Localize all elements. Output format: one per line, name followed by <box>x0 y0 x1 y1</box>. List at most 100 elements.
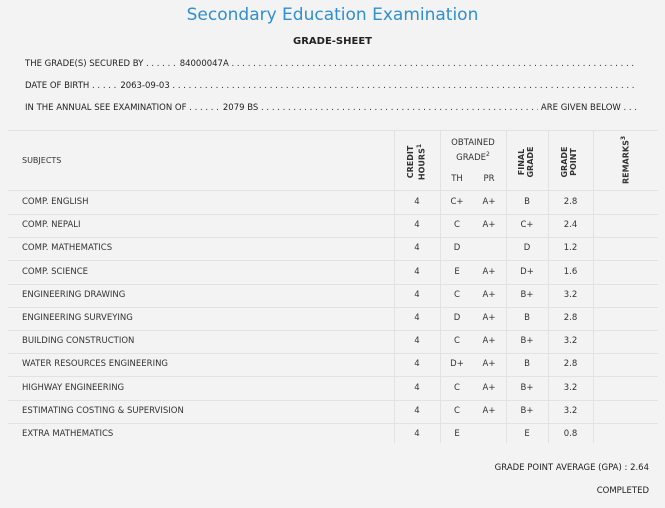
grade-point-cell: 2.8 <box>563 197 578 207</box>
th-grade-cell: D <box>453 243 461 254</box>
subject-cell: WATER RESOURCES ENGINEERING <box>22 359 169 370</box>
final-grade-cell: B <box>524 197 530 207</box>
point-line1: GRADE <box>560 146 569 178</box>
subject-cell: EXTRA MATHEMATICS <box>22 429 114 439</box>
leader-dots: . . . . . . . . . . . . . . . . . . . . … <box>172 81 637 91</box>
exam-year: 2079 BS <box>222 103 259 113</box>
grade-point-cell: 2.8 <box>563 313 578 323</box>
point-line2: POINT <box>569 148 578 176</box>
subject-cell: ESTIMATING COSTING & SUPERVISION <box>22 405 184 416</box>
subject-cell: COMP. MATHEMATICS <box>22 243 113 254</box>
leader-dots: . . . . . . . . . . . . . . . . . . . . … <box>261 103 637 113</box>
grade-sheet-heading: GRADE-SHEET <box>293 36 372 47</box>
grade-point-cell: 2.8 <box>563 359 578 370</box>
gpa-label: GRADE POINT AVERAGE (GPA) : <box>494 463 628 473</box>
final-grade-cell: D <box>523 243 531 254</box>
obtained-line1: OBTAINED <box>451 138 495 148</box>
obtained-line2: GRADE <box>456 152 487 163</box>
grade-point-cell: 3.2 <box>563 336 578 347</box>
pr-grade-cell: A+ <box>482 266 496 277</box>
status-label: COMPLETED <box>596 486 649 496</box>
pr-grade-cell: A+ <box>482 382 496 393</box>
final-grade-cell: B+ <box>520 336 534 347</box>
gpa-value: 2.64 <box>630 463 649 473</box>
row-divider <box>8 283 658 285</box>
subject-cell: ENGINEERING SURVEYING <box>22 313 133 323</box>
grade-point-cell: 3.2 <box>563 382 578 393</box>
row-divider <box>8 214 658 215</box>
row-divider <box>8 330 658 331</box>
grades-secured-line: THE GRADE(S) SECURED BY . . . . . . 84000… <box>25 57 637 71</box>
leader-dots: . . . . . . . . . . . . . . . . . . . . … <box>231 59 637 69</box>
exam-tail: ARE GIVEN BELOW . . . <box>537 101 637 115</box>
subject-cell: COMP. NEPALI <box>22 220 81 231</box>
pr-grade-cell: A+ <box>482 405 496 416</box>
final-grade-cell: B <box>524 359 530 370</box>
grade-point-cell: 3.2 <box>563 405 578 416</box>
subject-cell: HIGHWAY ENGINEERING <box>22 382 125 393</box>
grade-point-header: GRADE POINT <box>560 138 580 186</box>
pr-grade-cell: A+ <box>482 313 496 323</box>
remarks-sup: 3 <box>620 135 627 141</box>
gpa-line: GRADE POINT AVERAGE (GPA) : 2.64 <box>495 463 649 473</box>
final-grade-cell: B <box>524 313 530 323</box>
credit-cell: 4 <box>414 359 420 370</box>
dob-label: DATE OF BIRTH . . . . . <box>25 81 117 91</box>
th-grade-cell: C <box>454 405 460 416</box>
credit-hours-header: CREDIT HOURS1 <box>406 138 427 186</box>
pr-header: PR <box>483 174 495 184</box>
credit-line2-wrap: HOURS1 <box>415 138 427 186</box>
remarks-label: REMARKS <box>621 140 631 185</box>
final-grade-header: FINAL GRADE <box>517 138 537 186</box>
grade-point-cell: 1.6 <box>563 266 578 277</box>
final-grade-cell: B+ <box>520 289 534 300</box>
credit-cell: 4 <box>414 289 420 300</box>
exam-label: IN THE ANNUAL SEE EXAMINATION OF . . . .… <box>25 103 219 113</box>
credit-cell: 4 <box>414 220 420 231</box>
credit-sup: 1 <box>416 143 423 149</box>
grades-secured-label: THE GRADE(S) SECURED BY . . . . . . <box>25 59 176 69</box>
row-divider <box>8 422 658 424</box>
th-grade-cell: E <box>454 266 460 277</box>
pr-grade-cell: A+ <box>482 336 496 347</box>
pr-grade-cell: A+ <box>482 359 496 370</box>
exam-line: IN THE ANNUAL SEE EXAMINATION OF . . . .… <box>25 101 637 115</box>
credit-cell: 4 <box>414 429 420 439</box>
credit-cell: 4 <box>414 313 420 323</box>
final-line2: GRADE <box>526 146 535 178</box>
grade-point-cell: 0.8 <box>563 429 578 439</box>
th-grade-cell: C <box>454 289 460 300</box>
credit-line1: CREDIT <box>406 145 415 179</box>
subject-cell: ENGINEERING DRAWING <box>22 289 126 300</box>
row-divider <box>8 353 658 355</box>
grade-point-cell: 1.2 <box>563 243 578 254</box>
final-line1: FINAL <box>517 148 526 176</box>
row-divider <box>8 237 658 239</box>
obtained-line2-wrap: GRADE2 <box>442 149 504 164</box>
credit-line2: HOURS <box>417 148 427 181</box>
th-grade-cell: C <box>454 220 460 231</box>
final-grade-cell: C+ <box>520 220 534 231</box>
th-grade-cell: C <box>454 336 460 347</box>
grade-point-cell: 3.2 <box>563 289 578 300</box>
remarks-header: REMARKS3 <box>619 132 631 188</box>
th-header: TH <box>451 174 463 184</box>
row-divider <box>8 399 658 401</box>
subject-cell: BUILDING CONSTRUCTION <box>22 336 135 347</box>
obtained-sup: 2 <box>486 151 490 158</box>
pr-grade-cell: A+ <box>482 220 496 231</box>
final-grade-cell: E <box>524 429 530 439</box>
credit-cell: 4 <box>414 266 420 277</box>
th-grade-cell: C <box>454 382 460 393</box>
th-grade-cell: E <box>454 429 460 439</box>
th-grade-cell: D+ <box>450 359 464 370</box>
final-grade-cell: B+ <box>520 382 534 393</box>
dob-value: 2063-09-03 <box>120 81 170 91</box>
final-grade-cell: D+ <box>520 266 534 277</box>
subject-cell: COMP. SCIENCE <box>22 266 89 277</box>
pr-grade-cell: A+ <box>482 197 496 207</box>
row-divider <box>8 306 658 308</box>
pr-grade-cell: A+ <box>482 289 496 300</box>
credit-cell: 4 <box>414 243 420 254</box>
dob-line: DATE OF BIRTH . . . . . 2063-09-03 . . . … <box>25 79 637 93</box>
